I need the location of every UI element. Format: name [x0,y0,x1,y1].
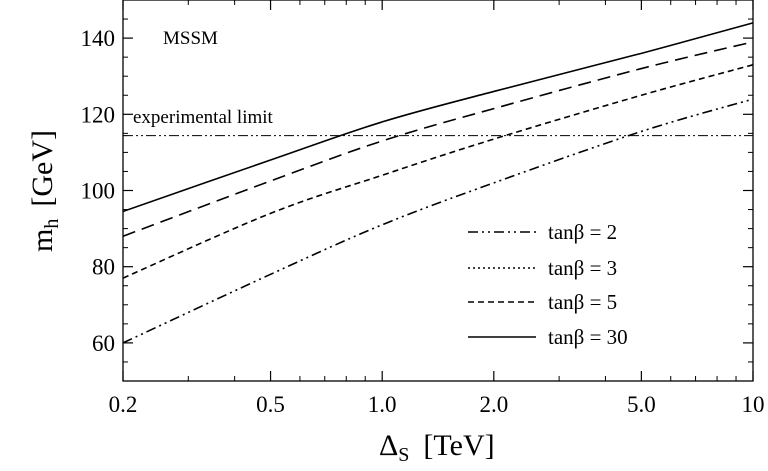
x-tick-label: 1.0 [368,392,397,417]
axis-ticks: 0.2 0.5 1.0 2.0 5.0 10 60 80 100 120 140 [81,0,765,417]
series-line-tan-5 [122,63,754,279]
y-tick-label: 120 [81,102,116,127]
x-tick-label: 2.0 [479,392,508,417]
curve-long-dash [122,41,754,237]
legend-label-tan-2: tanβ = 2 [548,220,617,244]
x-axis-unit: [TeV] [423,429,494,462]
legend-label-tan-30: tanβ = 30 [548,325,628,349]
y-tick-label: 80 [92,255,115,280]
x-tick-label: 0.5 [256,392,285,417]
x-axis-subscript: S [398,444,409,466]
series-line-tan-2 [122,98,754,344]
curves-group [122,22,754,344]
y-axis-title: mh [GeV] [26,130,63,252]
limit-label: experimental limit [133,107,274,128]
series-line-tan-30 [122,22,754,213]
x-tick-label: 5.0 [627,392,656,417]
x-tick-label: 0.2 [109,392,138,417]
x-axis-symbol: Δ [379,429,398,462]
y-tick-label: 60 [92,331,115,356]
legend-label-tan-3: tanβ = 3 [548,256,617,280]
y-axis-symbol: m [26,229,59,252]
svg-text:ΔS[TeV]: ΔS [TeV] [379,429,495,466]
x-tick-label: 10 [742,392,765,417]
plot-frame [122,0,754,382]
svg-text:mh[GeV]: mh [GeV] [26,130,63,252]
legend-label-tan-5: tanβ = 5 [548,290,617,314]
y-tick-label: 100 [81,179,116,204]
y-tick-label: 140 [81,26,116,51]
x-axis-title: ΔS [TeV] [379,429,495,466]
y-axis-unit: [GeV] [26,130,59,207]
legend: tanβ = 2 tanβ = 3 tanβ = 5 tanβ = 30 [468,220,628,349]
y-axis-subscript: h [41,219,63,229]
model-label: MSSM [163,28,218,49]
